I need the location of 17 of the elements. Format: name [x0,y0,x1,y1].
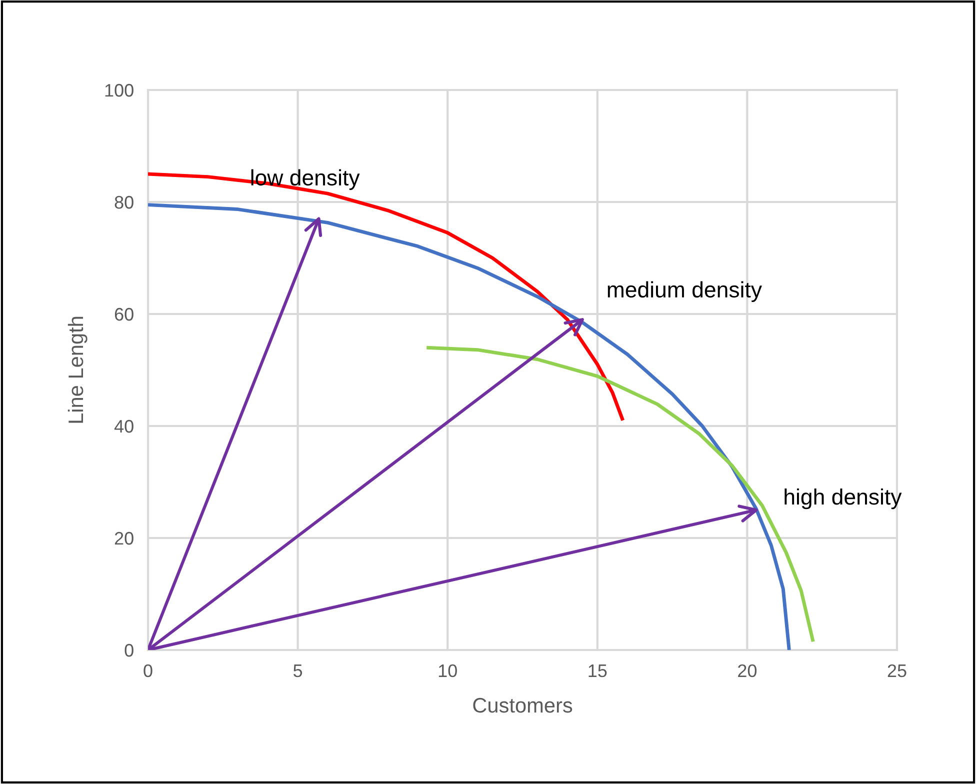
annotation: high density [784,488,902,510]
y-tick-label: 100 [105,84,134,97]
x-axis-title: Customers [473,698,572,713]
y-tick-label: 60 [114,308,134,321]
x-tick-label: 0 [144,664,152,678]
annotation: low density [251,169,360,190]
y-tick-label: 20 [114,532,134,545]
x-tick-label: 25 [888,664,906,678]
x-tick-label: 10 [438,664,457,678]
x-tick-label: 20 [738,664,757,678]
y-axis-title: Line Length [68,316,88,423]
x-tick-label: 15 [588,664,607,678]
annotation: medium density [608,281,762,302]
y-tick-label: 0 [124,644,134,657]
y-tick-label: 80 [114,196,134,209]
y-tick-label: 40 [114,420,134,433]
x-tick-label: 5 [294,664,302,678]
